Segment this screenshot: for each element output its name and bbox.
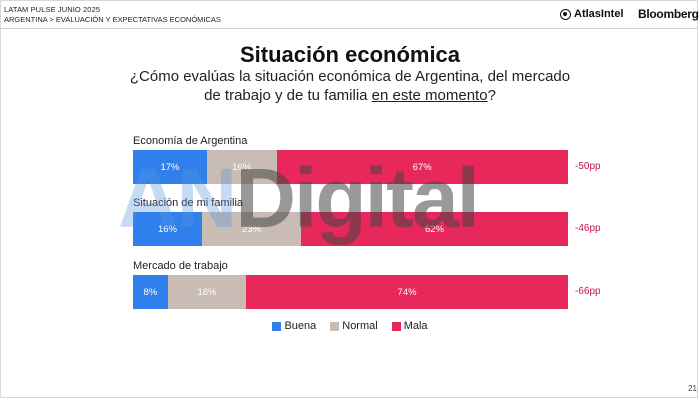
watermark: ANDigital: [118, 150, 480, 247]
legend-swatch-mala: [391, 321, 401, 331]
legend: Buena Normal Mala: [0, 320, 700, 332]
legend-swatch-buena: [272, 321, 282, 331]
data-label: 74%: [397, 286, 417, 298]
net-balance-label: -66pp: [575, 286, 601, 297]
atlasintel-logo: AtlasIntel: [560, 7, 624, 21]
bar-segment-mala: 74%: [246, 275, 568, 309]
legend-item-normal: Normal: [330, 320, 378, 332]
stacked-bar: 17% 16% 67%: [133, 150, 568, 184]
bar-segment-mala: 62%: [300, 212, 568, 246]
net-balance-label: -46pp: [575, 223, 601, 234]
subtitle-underlined: en este momento: [371, 87, 488, 104]
net-balance-label: -50pp: [575, 161, 601, 172]
legend-label-normal: Normal: [342, 320, 378, 332]
breadcrumb: ARGENTINA > EVALUACIÓN Y EXPECTATIVAS EC…: [4, 15, 221, 24]
data-label: 62%: [424, 223, 444, 235]
chart-title: Situación económica: [239, 42, 461, 67]
bar-segment-normal: 23%: [201, 212, 301, 246]
data-label: 16%: [157, 223, 177, 235]
bar-segment-buena: 16%: [133, 212, 202, 246]
page-number: 21: [688, 384, 697, 393]
header-divider: [0, 28, 698, 29]
bar-segment-buena: 8%: [133, 275, 168, 309]
bloomberg-logo: Bloomberg: [638, 7, 699, 21]
data-label: 8%: [143, 286, 158, 298]
data-label: 17%: [160, 161, 180, 173]
legend-item-buena: Buena: [272, 320, 316, 332]
legend-item-mala: Mala: [391, 320, 428, 332]
watermark-part-digital: Digital: [235, 151, 480, 245]
subtitle-end: ?: [487, 87, 496, 104]
stacked-bar: 8% 18% 74%: [133, 275, 568, 309]
bar-segment-buena: 17%: [133, 150, 207, 184]
bar-segment-normal: 18%: [167, 275, 247, 309]
data-label: 67%: [412, 161, 432, 173]
row-label: Economía de Argentina: [133, 135, 248, 147]
atlasintel-logo-text: AtlasIntel: [574, 8, 624, 20]
legend-swatch-normal: [330, 321, 340, 331]
legend-label-buena: Buena: [284, 320, 317, 332]
report-title: LATAM PULSE JUNIO 2025: [4, 5, 101, 14]
bar-segment-mala: 67%: [276, 150, 568, 184]
row-label: Mercado de trabajo: [133, 260, 228, 272]
legend-label-mala: Mala: [403, 320, 428, 332]
data-label: 18%: [197, 286, 217, 298]
chart-subtitle: ¿Cómo evalúas la situación económica de …: [120, 67, 580, 105]
bar-segment-normal: 16%: [206, 150, 277, 184]
row-label: Situación de mi familia: [133, 197, 244, 209]
data-label: 16%: [232, 161, 252, 173]
subtitle-text: ¿Cómo evalúas la situación económica de …: [129, 68, 571, 104]
data-label: 23%: [241, 223, 261, 235]
watermark-part-an: AN: [118, 151, 237, 245]
stacked-bar: 16% 23% 62%: [133, 212, 568, 246]
atlasintel-logo-icon: [560, 8, 571, 20]
